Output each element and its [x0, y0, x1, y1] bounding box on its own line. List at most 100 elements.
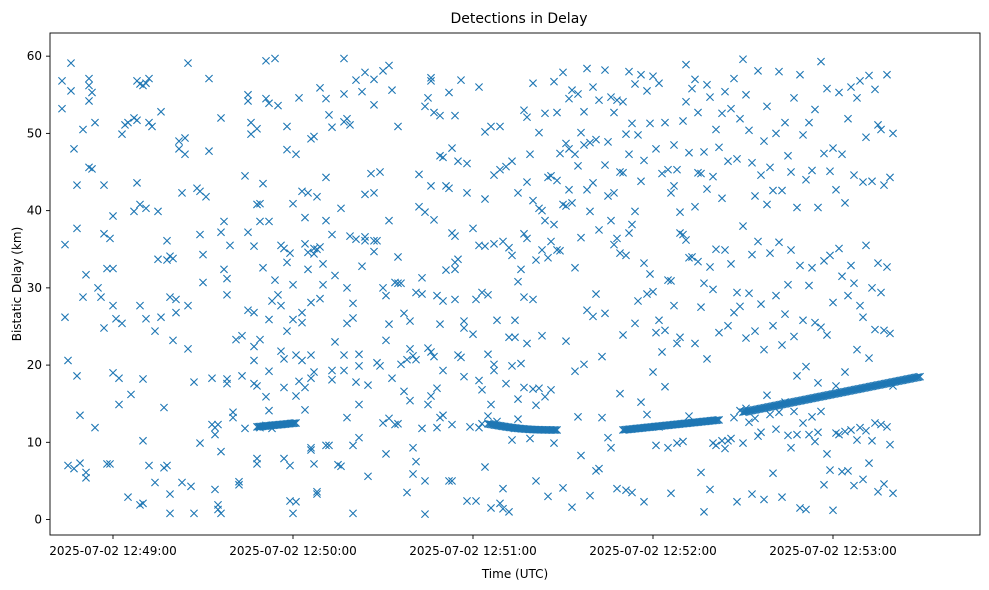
data-point	[421, 208, 429, 217]
data-point	[664, 276, 672, 285]
data-point	[184, 301, 192, 310]
data-point	[778, 493, 786, 502]
data-point	[481, 195, 489, 204]
data-point	[307, 446, 315, 455]
data-point	[601, 309, 609, 318]
data-point	[478, 385, 486, 394]
data-point	[553, 108, 561, 117]
data-point	[157, 107, 165, 116]
data-point	[766, 163, 774, 172]
data-point	[577, 451, 585, 460]
data-point	[610, 108, 618, 117]
data-point	[487, 503, 495, 512]
data-point	[178, 188, 186, 197]
data-point	[373, 236, 381, 245]
data-point	[874, 487, 882, 496]
data-point	[760, 345, 768, 354]
data-point	[616, 249, 624, 258]
data-point	[379, 283, 387, 292]
data-point	[844, 114, 852, 123]
data-point	[343, 283, 351, 292]
data-point	[535, 384, 543, 393]
data-point	[712, 245, 720, 254]
data-point	[706, 263, 714, 271]
data-point	[439, 297, 447, 305]
data-point	[784, 151, 792, 160]
data-point	[760, 137, 768, 146]
data-point	[868, 177, 876, 186]
data-point	[586, 138, 594, 147]
data-point	[217, 113, 225, 122]
data-point	[265, 99, 273, 108]
data-point	[544, 492, 552, 501]
data-point	[460, 324, 468, 333]
data-point	[589, 312, 597, 321]
data-point	[841, 198, 849, 207]
data-point	[790, 93, 798, 102]
data-point	[733, 288, 741, 297]
data-point	[577, 233, 585, 242]
data-point	[859, 178, 867, 187]
data-point	[520, 383, 528, 392]
data-point	[565, 94, 573, 103]
data-point	[571, 367, 579, 376]
data-point	[562, 202, 570, 210]
data-point	[76, 411, 84, 420]
data-point	[706, 93, 714, 102]
data-point	[736, 114, 744, 123]
data-point	[793, 430, 801, 439]
data-point	[484, 350, 492, 359]
data-point	[727, 104, 735, 113]
data-point	[697, 169, 705, 178]
data-point	[874, 259, 882, 268]
data-point	[802, 362, 810, 371]
track-point	[913, 373, 922, 382]
data-point	[769, 321, 777, 330]
data-point	[331, 271, 339, 280]
data-point	[352, 235, 360, 244]
data-point	[532, 401, 540, 410]
data-point	[706, 485, 714, 494]
data-point	[259, 179, 267, 188]
data-point	[880, 480, 888, 489]
data-point	[163, 256, 171, 265]
data-point	[358, 262, 366, 271]
data-point	[313, 487, 321, 496]
data-point	[301, 383, 309, 392]
data-point	[253, 124, 261, 133]
data-point	[400, 387, 408, 396]
track-point	[553, 425, 561, 434]
data-point	[607, 443, 615, 452]
data-point	[253, 459, 261, 468]
data-point	[544, 253, 552, 262]
data-point	[766, 410, 774, 419]
data-point	[448, 420, 456, 429]
data-point	[619, 168, 627, 177]
data-point	[844, 466, 852, 475]
data-point	[559, 483, 567, 492]
data-point	[118, 319, 126, 328]
data-point	[451, 232, 459, 241]
data-point	[427, 347, 435, 356]
data-point	[451, 265, 459, 274]
data-point	[115, 374, 123, 383]
data-point	[541, 216, 549, 225]
data-point	[850, 481, 858, 490]
data-point	[139, 436, 147, 445]
data-point	[196, 230, 204, 239]
data-point	[541, 392, 549, 401]
data-point	[355, 433, 363, 442]
data-point	[670, 140, 678, 149]
data-point	[475, 376, 483, 385]
data-point	[241, 171, 249, 180]
data-point	[76, 459, 84, 468]
data-point	[145, 118, 153, 127]
data-point	[814, 378, 822, 387]
data-point	[322, 173, 330, 182]
data-point	[262, 56, 270, 65]
y-axis-label: Bistatic Delay (km)	[10, 227, 24, 342]
data-point	[667, 188, 675, 197]
data-point	[616, 389, 624, 398]
data-point	[403, 355, 411, 364]
data-point	[589, 178, 597, 187]
